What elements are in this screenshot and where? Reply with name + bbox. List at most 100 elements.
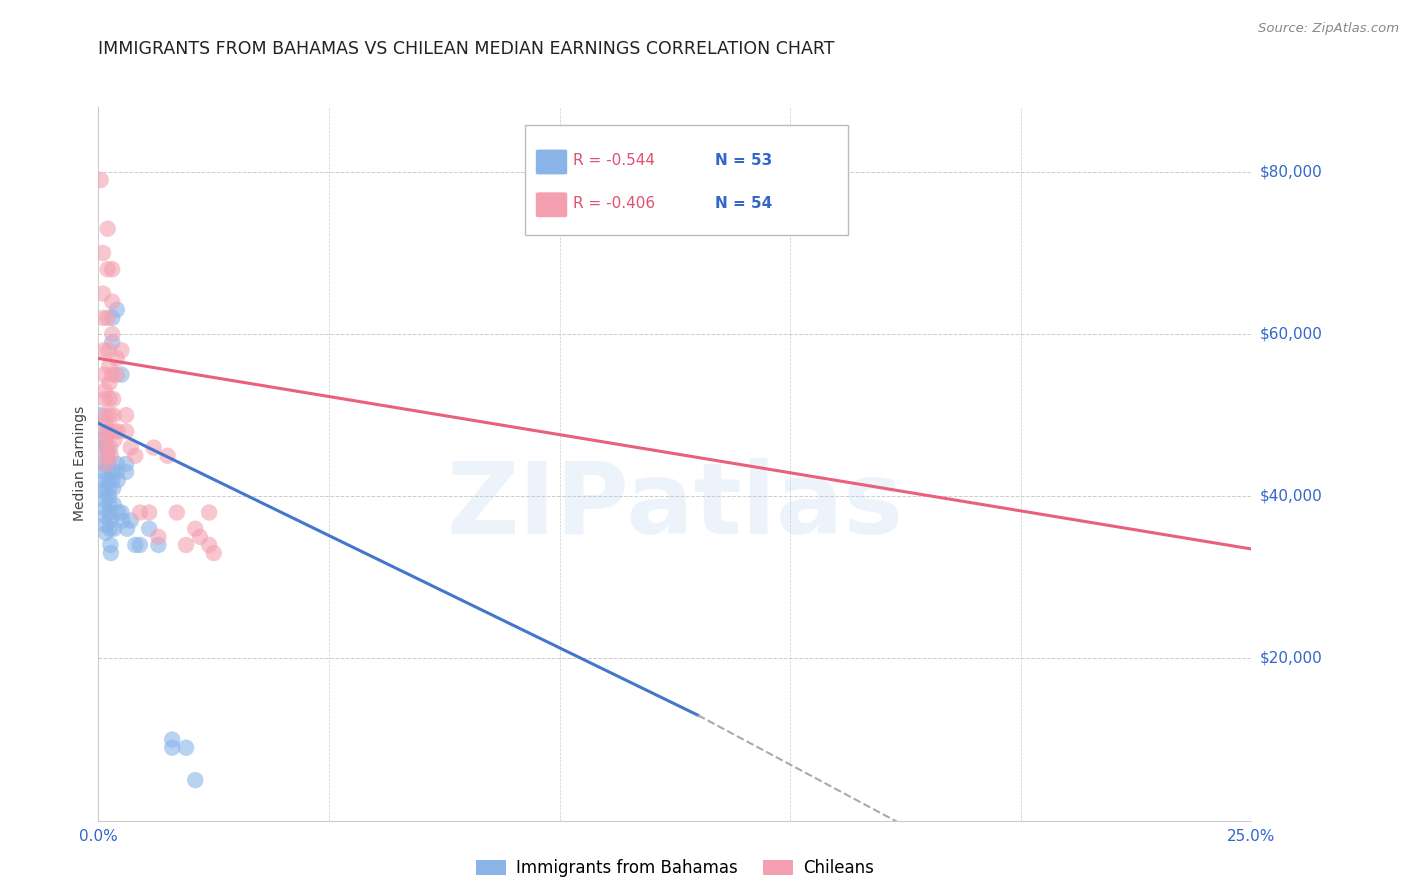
Point: [160, 732, 183, 747]
Point: [94, 433, 117, 447]
Point: [98, 522, 121, 536]
Point: [115, 465, 138, 479]
Point: [105, 368, 128, 382]
Text: IMMIGRANTS FROM BAHAMAS VS CHILEAN MEDIAN EARNINGS CORRELATION CHART: IMMIGRANTS FROM BAHAMAS VS CHILEAN MEDIA…: [98, 40, 835, 58]
Point: [100, 538, 122, 552]
Point: [103, 497, 125, 511]
Point: [91, 433, 114, 447]
Point: [97, 343, 120, 358]
Y-axis label: Median Earnings: Median Earnings: [73, 406, 87, 522]
Point: [110, 368, 132, 382]
Legend: Immigrants from Bahamas, Chileans: Immigrants from Bahamas, Chileans: [470, 853, 880, 884]
Text: R = -0.544: R = -0.544: [574, 153, 655, 168]
Point: [91, 457, 114, 471]
Point: [101, 392, 124, 406]
Point: [91, 286, 114, 301]
Point: [103, 433, 125, 447]
Point: [90, 408, 112, 422]
Point: [101, 465, 124, 479]
Text: N = 53: N = 53: [716, 153, 772, 168]
Point: [111, 514, 134, 528]
Point: [94, 408, 117, 422]
Point: [138, 522, 160, 536]
Point: [105, 351, 128, 366]
Point: [97, 425, 120, 439]
Point: [98, 425, 121, 439]
Point: [103, 425, 125, 439]
Point: [98, 408, 121, 422]
Point: [98, 489, 121, 503]
FancyBboxPatch shape: [536, 149, 568, 175]
Point: [174, 538, 197, 552]
Text: N = 54: N = 54: [716, 196, 772, 211]
Point: [115, 408, 138, 422]
Text: $80,000: $80,000: [1260, 164, 1323, 179]
Text: R = -0.406: R = -0.406: [574, 196, 655, 211]
Point: [101, 335, 124, 350]
Point: [101, 262, 124, 277]
Point: [101, 481, 124, 495]
Point: [98, 481, 121, 495]
Point: [103, 522, 125, 536]
Point: [124, 538, 146, 552]
Point: [103, 408, 125, 422]
FancyBboxPatch shape: [524, 125, 848, 235]
Point: [202, 546, 225, 560]
Point: [105, 302, 128, 317]
Point: [96, 457, 118, 471]
Point: [97, 441, 120, 455]
Point: [93, 473, 115, 487]
Point: [184, 773, 207, 788]
Point: [198, 506, 221, 520]
Point: [94, 509, 117, 524]
Point: [105, 465, 128, 479]
Point: [105, 457, 128, 471]
Point: [110, 343, 132, 358]
Point: [93, 481, 115, 495]
Point: [138, 506, 160, 520]
Point: [115, 522, 138, 536]
Point: [100, 449, 122, 463]
Point: [100, 441, 122, 455]
Point: [93, 368, 115, 382]
Point: [101, 368, 124, 382]
Point: [94, 525, 117, 540]
Point: [101, 327, 124, 342]
Point: [97, 457, 120, 471]
Point: [98, 359, 121, 374]
Point: [93, 465, 115, 479]
Point: [156, 449, 179, 463]
Point: [98, 392, 121, 406]
Point: [115, 425, 138, 439]
Point: [93, 343, 115, 358]
Point: [107, 506, 129, 520]
Point: [198, 538, 221, 552]
Point: [124, 449, 146, 463]
Point: [97, 473, 120, 487]
Text: $20,000: $20,000: [1260, 651, 1323, 666]
Point: [129, 538, 152, 552]
Point: [110, 506, 132, 520]
Point: [91, 441, 114, 455]
Point: [94, 392, 117, 406]
Text: ZIPatlas: ZIPatlas: [447, 458, 903, 555]
Point: [100, 546, 122, 560]
Text: $40,000: $40,000: [1260, 489, 1323, 504]
Point: [97, 221, 120, 235]
Point: [96, 441, 118, 455]
Point: [188, 530, 211, 544]
FancyBboxPatch shape: [536, 192, 568, 218]
Point: [101, 473, 124, 487]
Point: [91, 246, 114, 260]
Point: [174, 740, 197, 755]
Point: [142, 441, 165, 455]
Point: [107, 425, 129, 439]
Point: [148, 538, 170, 552]
Point: [97, 262, 120, 277]
Point: [98, 497, 121, 511]
Point: [97, 310, 120, 325]
Point: [94, 384, 117, 398]
Point: [166, 506, 188, 520]
Point: [120, 514, 142, 528]
Point: [90, 173, 112, 187]
